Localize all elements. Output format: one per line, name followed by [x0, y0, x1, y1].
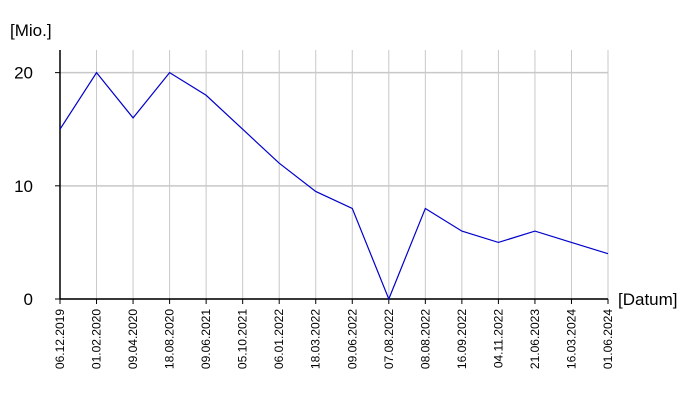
x-tick-label: 18.03.2022 — [309, 309, 323, 369]
x-tick-label: 05.10.2021 — [236, 309, 250, 369]
x-tick-label: 07.08.2022 — [382, 309, 396, 369]
x-tick-label: 21.06.2023 — [528, 309, 542, 369]
x-tick-label: 01.06.2024 — [601, 309, 615, 369]
x-tick-label: 16.09.2022 — [455, 309, 469, 369]
x-tick-label: 18.08.2020 — [163, 309, 177, 369]
x-tick-label: 09.06.2021 — [199, 309, 213, 369]
x-tick-label: 09.04.2020 — [126, 309, 140, 369]
x-tick-label: 08.08.2022 — [418, 309, 432, 369]
y-axis-label: [Mio.] — [10, 21, 52, 40]
y-tick-label: 10 — [14, 177, 33, 196]
y-tick-label: 0 — [24, 290, 33, 309]
x-tick-label: 16.03.2024 — [564, 309, 578, 369]
x-axis-label: [Datum] — [618, 290, 678, 309]
x-tick-label: 09.06.2022 — [345, 309, 359, 369]
data-line — [59, 71, 609, 301]
x-tick-label: 06.01.2022 — [272, 309, 286, 369]
y-tick-label: 20 — [14, 64, 33, 83]
x-tick-label: 01.02.2020 — [90, 309, 104, 369]
x-tick-label: 06.12.2019 — [53, 309, 67, 369]
x-tick-label: 04.11.2022 — [491, 309, 505, 368]
